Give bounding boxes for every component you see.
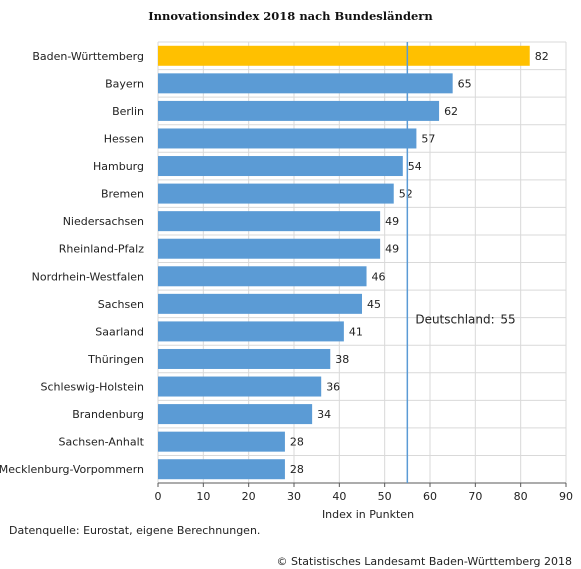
- category-label: Schleswig-Holstein: [41, 381, 144, 394]
- x-tick-label: 70: [468, 490, 482, 503]
- data-label: 52: [399, 188, 413, 201]
- reference-line-value: 55: [500, 312, 515, 326]
- bar: [158, 211, 381, 232]
- source-note: Datenquelle: Eurostat, eigene Berechnung…: [9, 524, 261, 537]
- bar: [158, 45, 530, 66]
- bar: [158, 321, 344, 342]
- grid-lines: [157, 41, 567, 484]
- bar: [158, 376, 322, 397]
- bar: [158, 100, 440, 121]
- x-tick-label: 30: [287, 490, 301, 503]
- x-axis-title: Index in Punkten: [322, 508, 414, 521]
- bar: [158, 459, 285, 480]
- bar: [158, 293, 362, 314]
- category-label: Nordrhein-Westfalen: [32, 270, 144, 283]
- x-tick-label: 0: [155, 490, 162, 503]
- data-label: 34: [317, 408, 331, 421]
- bar: [158, 431, 285, 452]
- category-label: Brandenburg: [72, 408, 144, 421]
- bar: [158, 156, 403, 177]
- bar: [158, 128, 417, 149]
- data-label: 82: [535, 50, 549, 63]
- copyright: © Statistisches Landesamt Baden-Württemb…: [276, 555, 572, 568]
- bar: [158, 348, 331, 369]
- category-label: Sachsen-Anhalt: [58, 436, 144, 449]
- category-labels: Baden-Württemberg Bayern Berlin Hessen Hambu…: [0, 50, 145, 476]
- x-tick-label: 80: [514, 490, 528, 503]
- chart-title: Innovationsindex 2018 nach Bundesländern: [148, 9, 433, 23]
- bar: [158, 266, 367, 287]
- category-label: Bremen: [101, 188, 144, 201]
- data-label: 28: [290, 463, 304, 476]
- data-label: 65: [458, 77, 472, 90]
- data-label: 49: [385, 243, 399, 256]
- category-label: Niedersachsen: [63, 215, 144, 228]
- x-tick-label: 10: [196, 490, 210, 503]
- bar: [158, 238, 381, 259]
- bars: [158, 45, 530, 480]
- category-label: Rheinland-Pfalz: [59, 243, 144, 256]
- category-label: Bayern: [105, 77, 144, 90]
- x-axis: 0 10 20 30 40 50 60 70 80 90: [155, 482, 573, 503]
- data-label: 41: [349, 325, 363, 338]
- x-tick-label: 20: [242, 490, 256, 503]
- category-label: Hamburg: [93, 160, 144, 173]
- data-label: 38: [335, 353, 349, 366]
- category-label: Thüringen: [87, 353, 144, 366]
- category-label: Saarland: [95, 325, 144, 338]
- category-label: Baden-Württemberg: [32, 50, 144, 63]
- data-label: 54: [408, 160, 422, 173]
- x-tick-label: 40: [332, 490, 346, 503]
- category-label: Sachsen: [98, 298, 144, 311]
- data-label: 46: [372, 270, 386, 283]
- bar: [158, 73, 453, 94]
- reference-line-group: Deutschland: 55: [406, 42, 516, 483]
- category-label: Mecklenburg-Vorpommern: [0, 463, 144, 476]
- data-label: 28: [290, 436, 304, 449]
- bar: [158, 404, 313, 425]
- data-label: 57: [421, 132, 435, 145]
- category-label: Berlin: [112, 105, 144, 118]
- data-label: 49: [385, 215, 399, 228]
- bar: [158, 183, 394, 204]
- data-label: 45: [367, 298, 381, 311]
- category-label: Hessen: [104, 132, 144, 145]
- x-tick-label: 60: [423, 490, 437, 503]
- data-label: 36: [326, 381, 340, 394]
- value-labels: 82 65 62 57 54 52 49 49 46 45 41 38 36 34 28 28: [290, 50, 549, 476]
- x-tick-label: 90: [559, 490, 573, 503]
- x-tick-label: 50: [378, 490, 392, 503]
- data-label: 62: [444, 105, 458, 118]
- reference-line-label: Deutschland:: [415, 312, 494, 326]
